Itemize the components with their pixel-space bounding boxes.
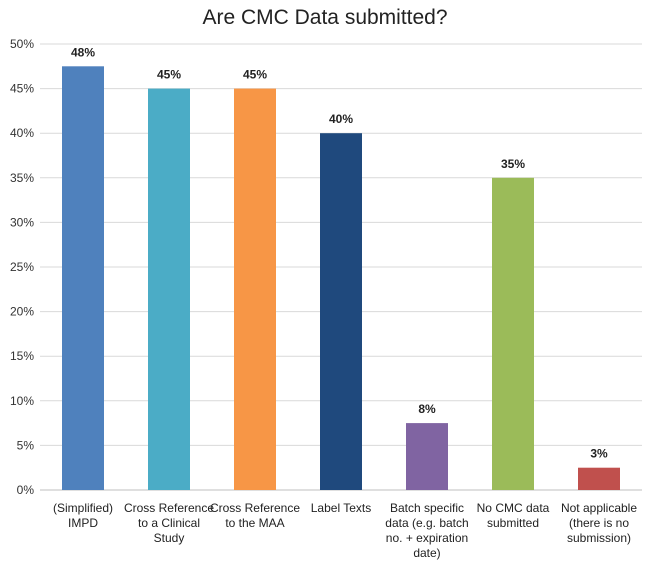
category-label: Cross Reference to the MAA [210,501,300,530]
category-label: Batch specific data (e.g. batch no. + expi… [385,501,468,560]
x-axis-category-labels: (Simplified) IMPD Cross Reference to a Clin… [53,501,637,560]
y-tick-label: 0% [17,483,35,497]
data-labels: 48% 45% 45% 40% 8% 35% 3% [71,45,608,460]
bar [234,88,276,490]
y-tick-label: 35% [10,171,34,185]
category-label: Not applicable (there is no submission) [561,501,637,545]
bar [62,66,104,491]
data-label: 45% [243,68,267,82]
bar [320,133,362,490]
y-tick-label: 40% [10,126,34,140]
data-label: 48% [71,45,95,59]
data-label: 45% [157,68,181,82]
y-tick-label: 25% [10,260,34,274]
category-label: Cross Reference to a Clinical Study [124,501,214,545]
bar [578,467,620,490]
y-tick-label: 5% [17,438,35,452]
y-axis-tick-labels: 0% 5% 10% 15% 20% 25% 30% 35% 40% 45% 50% [10,37,34,497]
data-label: 35% [501,157,525,171]
chart-title: Are CMC Data submitted? [202,6,448,29]
data-label: 40% [329,112,353,126]
y-tick-label: 20% [10,305,34,319]
data-label: 8% [418,402,436,416]
bar [148,88,190,490]
y-tick-label: 45% [10,82,34,96]
y-tick-label: 10% [10,394,34,408]
bars [62,66,620,491]
y-tick-label: 50% [10,37,34,51]
category-label: (Simplified) IMPD [53,501,113,530]
category-label: No CMC data submitted [477,501,550,530]
data-label: 3% [590,447,608,461]
y-tick-label: 30% [10,215,34,229]
bar [492,177,534,491]
category-label: Label Texts [311,501,372,515]
y-tick-label: 15% [10,349,34,363]
bar [406,423,448,490]
